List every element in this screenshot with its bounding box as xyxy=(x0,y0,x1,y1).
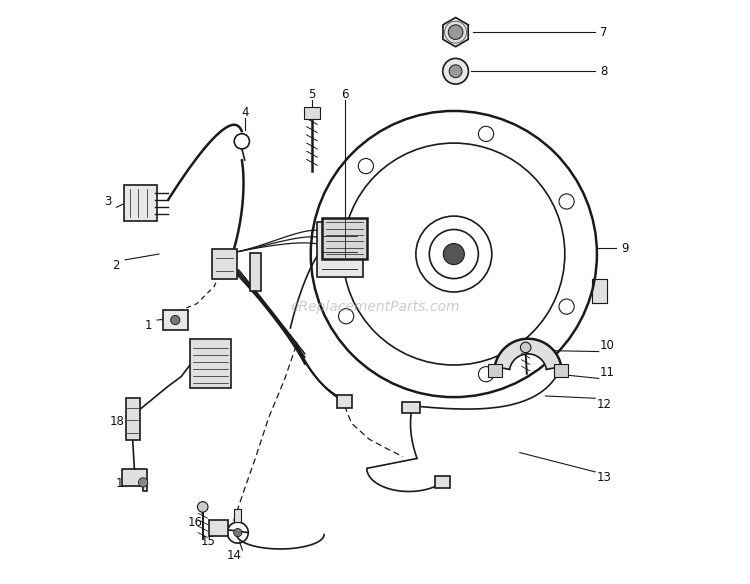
Circle shape xyxy=(234,529,242,537)
Circle shape xyxy=(478,126,494,141)
Polygon shape xyxy=(122,469,147,491)
FancyBboxPatch shape xyxy=(435,476,451,488)
Circle shape xyxy=(170,315,180,325)
Text: 11: 11 xyxy=(600,366,615,379)
Text: 4: 4 xyxy=(242,106,249,119)
Text: 5: 5 xyxy=(308,88,316,101)
Text: 12: 12 xyxy=(596,398,611,411)
Circle shape xyxy=(448,25,463,40)
FancyBboxPatch shape xyxy=(190,339,231,388)
Bar xyxy=(316,222,363,277)
Polygon shape xyxy=(443,18,468,47)
FancyBboxPatch shape xyxy=(403,402,420,413)
FancyBboxPatch shape xyxy=(126,398,140,440)
Circle shape xyxy=(139,478,148,487)
Text: 18: 18 xyxy=(110,415,125,428)
Text: 2: 2 xyxy=(112,259,120,272)
Text: 7: 7 xyxy=(600,26,608,39)
Circle shape xyxy=(442,58,469,84)
Polygon shape xyxy=(495,339,561,369)
Text: 6: 6 xyxy=(341,88,349,101)
Text: 1: 1 xyxy=(145,319,152,332)
Text: 8: 8 xyxy=(600,65,608,78)
Polygon shape xyxy=(592,279,607,303)
Circle shape xyxy=(559,299,574,314)
Bar xyxy=(234,509,242,522)
Circle shape xyxy=(358,158,374,173)
Text: 3: 3 xyxy=(104,195,111,208)
FancyBboxPatch shape xyxy=(250,253,260,291)
FancyBboxPatch shape xyxy=(124,185,157,221)
Text: 16: 16 xyxy=(188,516,202,529)
Text: 14: 14 xyxy=(226,550,242,562)
FancyBboxPatch shape xyxy=(212,249,236,279)
Circle shape xyxy=(559,194,574,209)
Text: 15: 15 xyxy=(201,536,216,548)
Circle shape xyxy=(443,244,464,265)
Circle shape xyxy=(478,367,494,382)
Text: 10: 10 xyxy=(600,339,615,352)
Circle shape xyxy=(197,502,208,512)
FancyBboxPatch shape xyxy=(209,520,229,536)
FancyBboxPatch shape xyxy=(163,310,188,330)
Bar xyxy=(488,364,502,377)
FancyBboxPatch shape xyxy=(304,107,320,119)
Circle shape xyxy=(449,65,462,78)
FancyBboxPatch shape xyxy=(322,218,368,259)
FancyBboxPatch shape xyxy=(337,395,352,408)
Text: eReplacementParts.com: eReplacementParts.com xyxy=(290,300,460,314)
Text: 13: 13 xyxy=(596,471,611,484)
Bar xyxy=(554,364,568,377)
Text: 9: 9 xyxy=(621,242,628,255)
Circle shape xyxy=(338,309,354,324)
Text: 17: 17 xyxy=(116,477,130,490)
Circle shape xyxy=(520,342,531,353)
